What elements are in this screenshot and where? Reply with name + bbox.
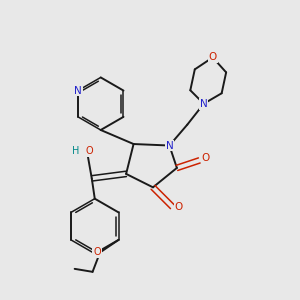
Text: N: N <box>166 140 173 151</box>
Text: O: O <box>86 146 94 157</box>
Text: N: N <box>74 85 82 96</box>
Text: O: O <box>175 202 183 212</box>
Text: H: H <box>72 146 80 157</box>
Text: N: N <box>200 99 208 109</box>
Text: O: O <box>202 153 210 163</box>
Text: O: O <box>208 52 217 62</box>
Text: O: O <box>93 248 101 257</box>
